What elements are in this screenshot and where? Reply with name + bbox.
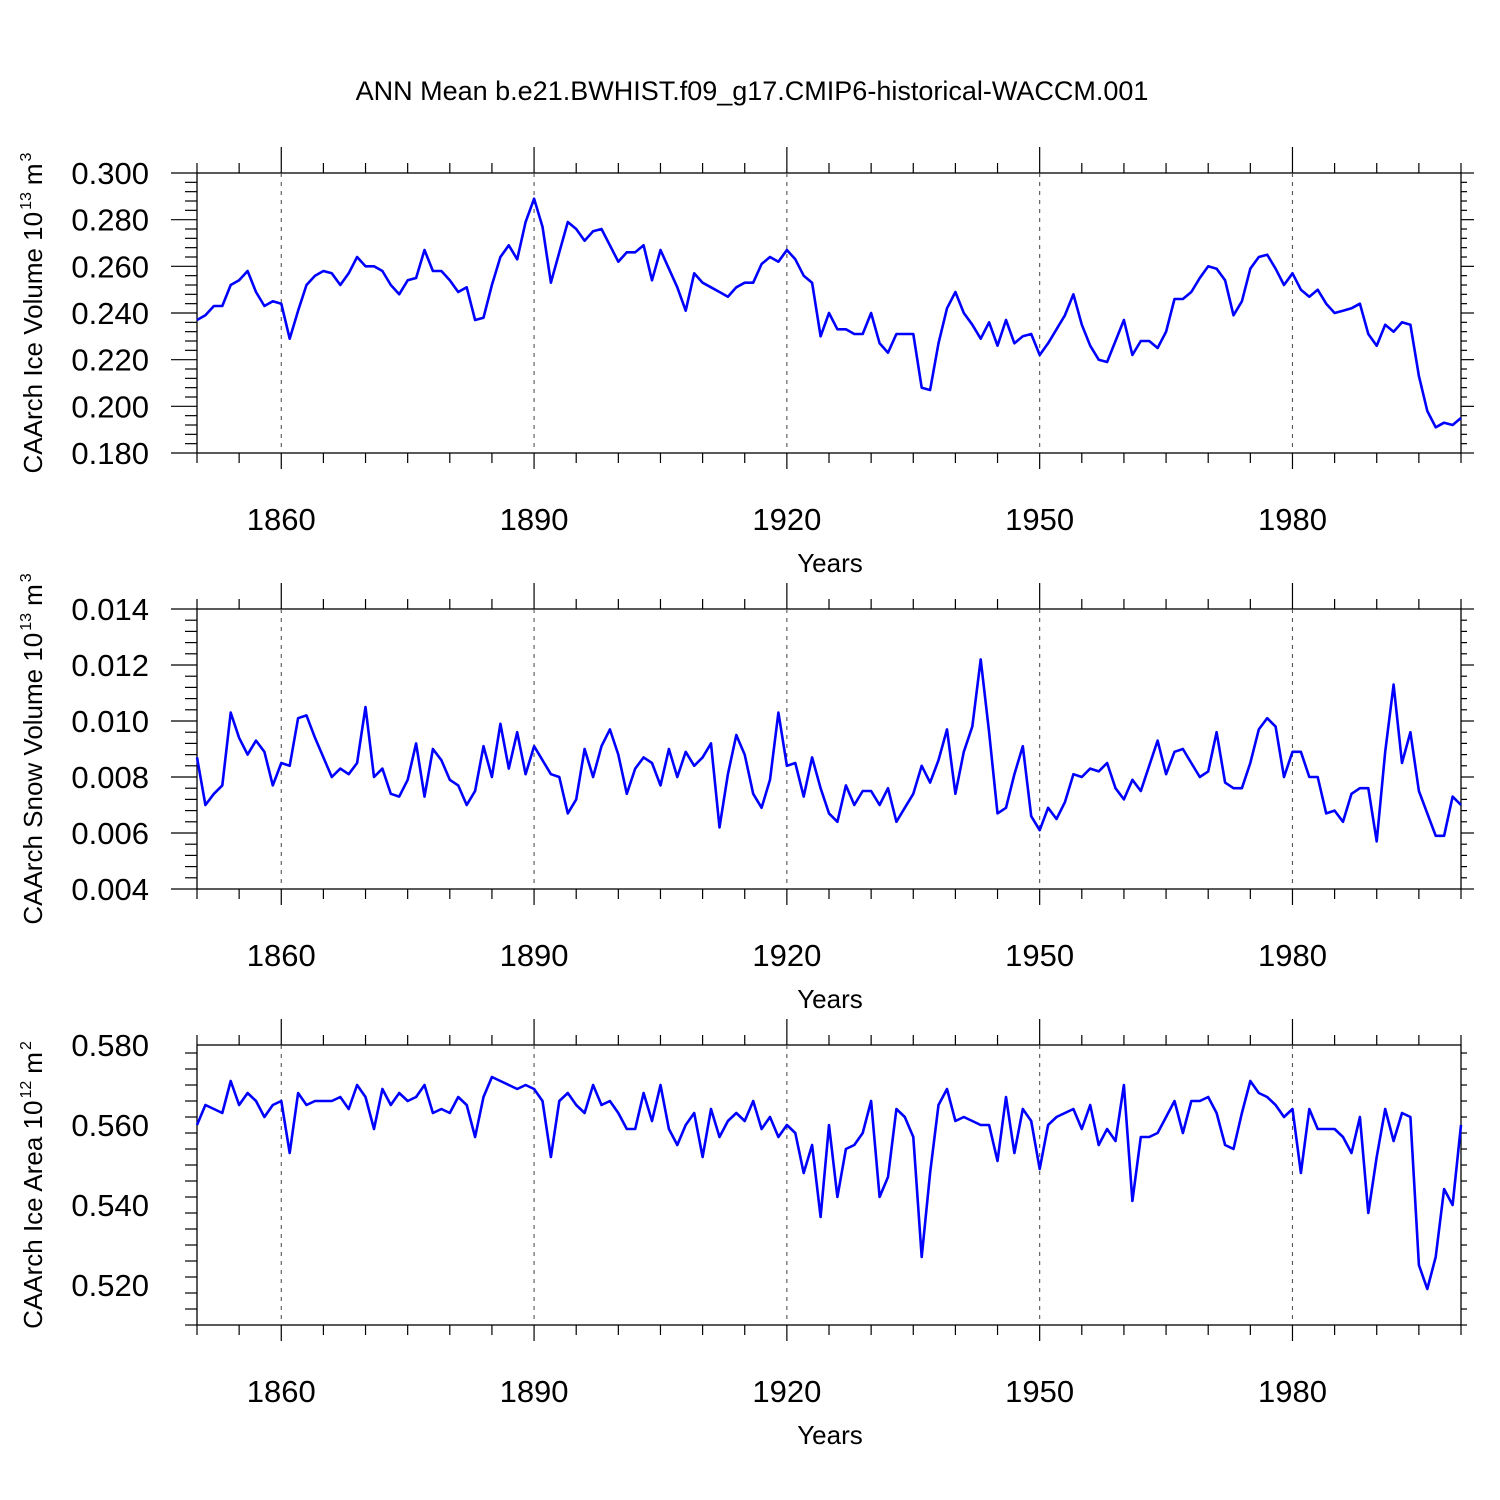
x-tick-label: 1980 xyxy=(1258,938,1327,973)
panels: 1860 1890 1920 1950 1980 0.180 0.200 0.220 0.240… xyxy=(18,147,1474,1450)
x-tick-label: 1920 xyxy=(752,1374,821,1409)
x-tick-label: 1980 xyxy=(1258,1374,1327,1409)
y-tick-label: 0.012 xyxy=(71,648,149,683)
series-line xyxy=(195,658,1462,843)
figure-title: ANN Mean b.e21.BWHIST.f09_g17.CMIP6-hist… xyxy=(356,76,1149,106)
y-tick-label: 0.180 xyxy=(71,436,149,471)
x-tick-label: 1890 xyxy=(500,938,569,973)
y-tick-label: 0.004 xyxy=(71,872,149,907)
y-tick-label: 0.008 xyxy=(71,760,149,795)
x-axis-title: Years xyxy=(797,1420,863,1450)
y-axis-title-ylabel-exp: 13 xyxy=(18,192,35,210)
y-axis-title-ylabel-exp: 12 xyxy=(18,1081,35,1099)
y-tick-label: 0.220 xyxy=(71,343,149,378)
y-tick-label: 0.240 xyxy=(71,296,149,331)
x-tick-label: 1980 xyxy=(1258,502,1327,537)
x-tick-label: 1920 xyxy=(752,938,821,973)
plot-frame xyxy=(196,608,1462,890)
y-axis-title-ylabel-exp: 13 xyxy=(18,613,35,631)
y-axis-title-ylabel-unit: m xyxy=(18,584,48,606)
x-axis-title: Years xyxy=(797,984,863,1014)
y-tick-label: 0.200 xyxy=(71,389,149,424)
series-line xyxy=(195,1075,1463,1291)
y-axis-title-ylabel-unit: m xyxy=(18,163,48,185)
y-tick-label: 0.006 xyxy=(71,816,149,851)
y-axis-title: CAArch Ice Area 10 12 m 2 xyxy=(18,1041,48,1329)
y-axis-title-ylabel-unit: m xyxy=(18,1052,48,1074)
plot-frame xyxy=(196,1044,1462,1326)
x-axis-title: Years xyxy=(797,548,863,578)
y-axis-title-ylabel-unit-exp: 3 xyxy=(18,573,35,582)
x-tick-label: 1860 xyxy=(247,1374,316,1409)
y-axis-title: CAArch Ice Volume 10 13 m 3 xyxy=(18,152,48,473)
x-tick-label: 1890 xyxy=(500,1374,569,1409)
y-tick-label: 0.520 xyxy=(71,1268,149,1303)
y-axis-title: CAArch Snow Volume 10 13 m 3 xyxy=(18,573,48,924)
y-tick-label: 0.280 xyxy=(71,203,149,238)
y-tick-label: 0.010 xyxy=(71,704,149,739)
x-tick-label: 1950 xyxy=(1005,1374,1074,1409)
x-tick-label: 1860 xyxy=(247,938,316,973)
y-tick-label: 0.300 xyxy=(71,156,149,191)
x-tick-label: 1890 xyxy=(500,502,569,537)
chart-panel-2: 1860 1890 1920 1950 1980 0.004 0.006 0.008 0.010… xyxy=(18,573,1474,1014)
x-tick-label: 1920 xyxy=(752,502,821,537)
y-tick-label: 0.014 xyxy=(71,592,149,627)
y-axis-title-ylabel: CAArch Ice Volume 10 xyxy=(18,212,48,474)
y-tick-label: 0.260 xyxy=(71,249,149,284)
y-axis-title-ylabel-unit-exp: 3 xyxy=(18,152,35,161)
x-tick-label: 1950 xyxy=(1005,502,1074,537)
y-tick-label: 0.580 xyxy=(71,1028,149,1063)
chart-panel-3: 1860 1890 1920 1950 1980 0.520 0.540 0.560 0.580… xyxy=(18,1019,1467,1450)
x-tick-label: 1950 xyxy=(1005,938,1074,973)
y-axis-title-ylabel: CAArch Snow Volume 10 xyxy=(18,633,48,925)
chart-panel-1: 1860 1890 1920 1950 1980 0.180 0.200 0.220 0.240… xyxy=(18,147,1474,578)
y-tick-label: 0.540 xyxy=(71,1188,149,1223)
y-axis-title-ylabel: CAArch Ice Area 10 xyxy=(18,1101,48,1329)
y-tick-label: 0.560 xyxy=(71,1108,149,1143)
x-tick-label: 1860 xyxy=(247,502,316,537)
y-axis-title-ylabel-unit-exp: 2 xyxy=(18,1041,35,1050)
series-line xyxy=(196,197,1462,429)
